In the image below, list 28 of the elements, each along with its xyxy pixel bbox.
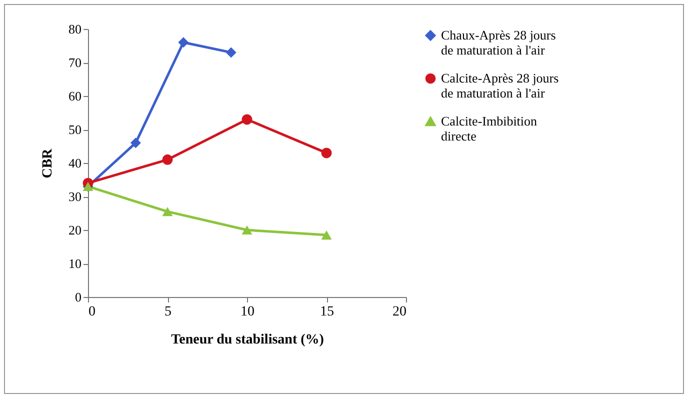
point <box>162 207 173 216</box>
x-tick-label: 15 <box>320 304 334 320</box>
point <box>321 230 332 240</box>
point <box>321 148 332 158</box>
legend-label: Calcite-Après 28 jours de maturation à l'air <box>441 70 559 100</box>
x-tick-label: 20 <box>392 304 406 320</box>
point <box>130 138 141 148</box>
legend-label: Chaux-Après 28 jours de maturation à l'air <box>441 28 556 58</box>
x-axis-title: Teneur du stabilisant (%) <box>171 332 324 348</box>
y-tick-label: 10 <box>68 256 82 271</box>
x-tick-label: 10 <box>240 304 254 320</box>
y-tick-label: 40 <box>68 156 82 170</box>
y-axis-title: CBR <box>40 148 56 178</box>
point <box>242 114 252 125</box>
point <box>178 37 189 48</box>
legend-label: Calcite-Imbibition directe <box>441 114 538 144</box>
x-tick-label: 0 <box>88 304 96 320</box>
y-tick-label: 60 <box>68 88 82 104</box>
y-tick-label: 20 <box>68 222 82 238</box>
point <box>242 225 252 235</box>
point <box>226 47 236 58</box>
y-tick-label: 0 <box>75 290 82 304</box>
y-tick-label: 80 <box>68 22 82 36</box>
y-tick-label: 70 <box>68 55 82 70</box>
point <box>162 154 173 165</box>
x-tick-label: 5 <box>164 304 172 320</box>
y-tick-label: 50 <box>68 122 82 137</box>
y-tick-label: 30 <box>68 189 82 204</box>
